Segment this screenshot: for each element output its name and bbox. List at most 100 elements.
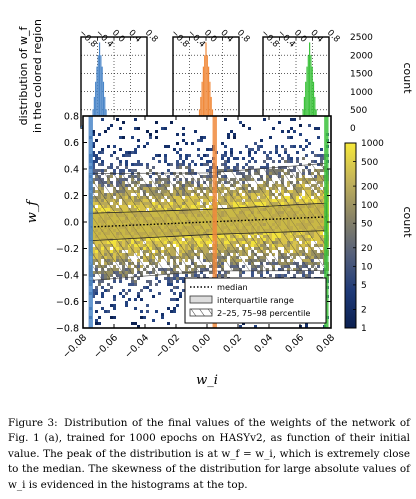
heatmap-cell xyxy=(230,169,233,172)
heatmap-cell xyxy=(230,154,233,157)
heatmap-cell xyxy=(314,154,317,157)
colorbar-label: count xyxy=(401,206,414,238)
heatmap-cell xyxy=(179,154,182,157)
heatmap-cell xyxy=(191,142,194,145)
heatmap-cell xyxy=(107,127,110,130)
heatmap-cell xyxy=(251,271,254,274)
heatmap-cell xyxy=(167,163,170,166)
heatmap-cell xyxy=(314,127,317,130)
heatmap-cell xyxy=(101,286,104,289)
heatmap-cell xyxy=(98,169,101,172)
heatmap-cell xyxy=(287,271,290,274)
histogram-y-tick-label: 0 xyxy=(350,124,356,134)
heatmap-cell xyxy=(137,277,140,280)
x-tick-label: 0.00 xyxy=(190,332,213,355)
heatmap-cell xyxy=(251,274,254,277)
heatmap-cell xyxy=(284,160,287,163)
heatmap-cell xyxy=(179,292,182,295)
heatmap-cell xyxy=(98,151,101,154)
main-plot: −0.8−0.6−0.4−0.20.00.20.40.60.8−0.08 −0.0… xyxy=(56,112,337,361)
heatmap-cell xyxy=(92,142,95,145)
heatmap-cell xyxy=(203,136,206,139)
histogram-bar xyxy=(96,66,98,128)
heatmap-cell xyxy=(257,148,260,151)
heatmap-cell xyxy=(92,289,95,292)
heatmap-cell xyxy=(203,154,206,157)
heatmap-cell xyxy=(113,304,116,307)
heatmap-cell xyxy=(98,163,101,166)
heatmap-cell xyxy=(206,148,209,151)
histogram-bar xyxy=(104,96,106,128)
heatmap-cell xyxy=(218,169,221,172)
heatmap-cell xyxy=(116,118,119,121)
heatmap-cell xyxy=(203,274,206,277)
heatmap-cell xyxy=(182,280,185,283)
heatmap-cell xyxy=(140,298,143,301)
y-tick-label: 0.6 xyxy=(64,138,79,149)
histogram-bar xyxy=(311,66,313,128)
heatmap-cell xyxy=(101,295,104,298)
heatmap-cell xyxy=(104,169,107,172)
heatmap-cell xyxy=(170,280,173,283)
heatmap-cell xyxy=(98,316,101,319)
heatmap-cell xyxy=(263,166,266,169)
heatmap-cell xyxy=(173,286,176,289)
heatmap-cell xyxy=(95,292,98,295)
heatmap-cell xyxy=(176,151,179,154)
heatmap-cell xyxy=(293,274,296,277)
heatmap-cell xyxy=(194,163,197,166)
heatmap-cell xyxy=(149,136,152,139)
heatmap-cell xyxy=(131,277,134,280)
heatmap-cell xyxy=(128,289,131,292)
heatmap-cell xyxy=(173,310,176,313)
heatmap-cell xyxy=(167,277,170,280)
heatmap-cell xyxy=(278,160,281,163)
heatmap-cell xyxy=(122,154,125,157)
heatmap-cell xyxy=(290,157,293,160)
colorbar-gradient xyxy=(344,142,357,329)
histogram-bar xyxy=(305,81,307,128)
heatmap-cell xyxy=(227,133,230,136)
heatmap-cell xyxy=(221,142,224,145)
heatmap-cell xyxy=(107,310,110,313)
heatmap-cell xyxy=(305,139,308,142)
heatmap-cell xyxy=(275,274,278,277)
heatmap-cell xyxy=(134,148,137,151)
heatmap-cell xyxy=(110,304,113,307)
heatmap-cell xyxy=(161,313,164,316)
heatmap-cell xyxy=(170,277,173,280)
heatmap-cell xyxy=(98,322,101,325)
heatmap-cell xyxy=(287,136,290,139)
heatmap-cell xyxy=(308,142,311,145)
heatmap-cell xyxy=(134,127,137,130)
heatmap-cell xyxy=(296,157,299,160)
heatmap-cell xyxy=(263,160,266,163)
x-tick-label: −0.04 xyxy=(123,332,151,360)
heatmap-cell xyxy=(194,271,197,274)
heatmap-cell xyxy=(125,277,128,280)
heatmap-cell xyxy=(95,301,98,304)
histogram-bar xyxy=(102,81,105,128)
heatmap-cell xyxy=(224,154,227,157)
heatmap-cell xyxy=(239,274,242,277)
heatmap-cell xyxy=(218,274,221,277)
heatmap-cell xyxy=(125,301,128,304)
heatmap-cell xyxy=(242,271,245,274)
heatmap-cell xyxy=(278,121,281,124)
heatmap-cell xyxy=(101,148,104,151)
heatmap-cell xyxy=(209,169,212,172)
histogram-y-tick-label: 1000 xyxy=(350,88,373,98)
heatmap-cell xyxy=(92,151,95,154)
heatmap-cell xyxy=(167,283,170,286)
heatmap-cell xyxy=(278,274,281,277)
heatmap-cell xyxy=(281,130,284,133)
heatmap-cell xyxy=(125,160,128,163)
heatmap-cell xyxy=(155,283,158,286)
heatmap-cell xyxy=(182,133,185,136)
heatmap-cell xyxy=(176,133,179,136)
heatmap-cell xyxy=(296,151,299,154)
heatmap-cell xyxy=(293,145,296,148)
histogram-bar xyxy=(206,55,208,129)
heatmap-cell xyxy=(227,169,230,172)
heatmap-cell xyxy=(146,130,149,133)
